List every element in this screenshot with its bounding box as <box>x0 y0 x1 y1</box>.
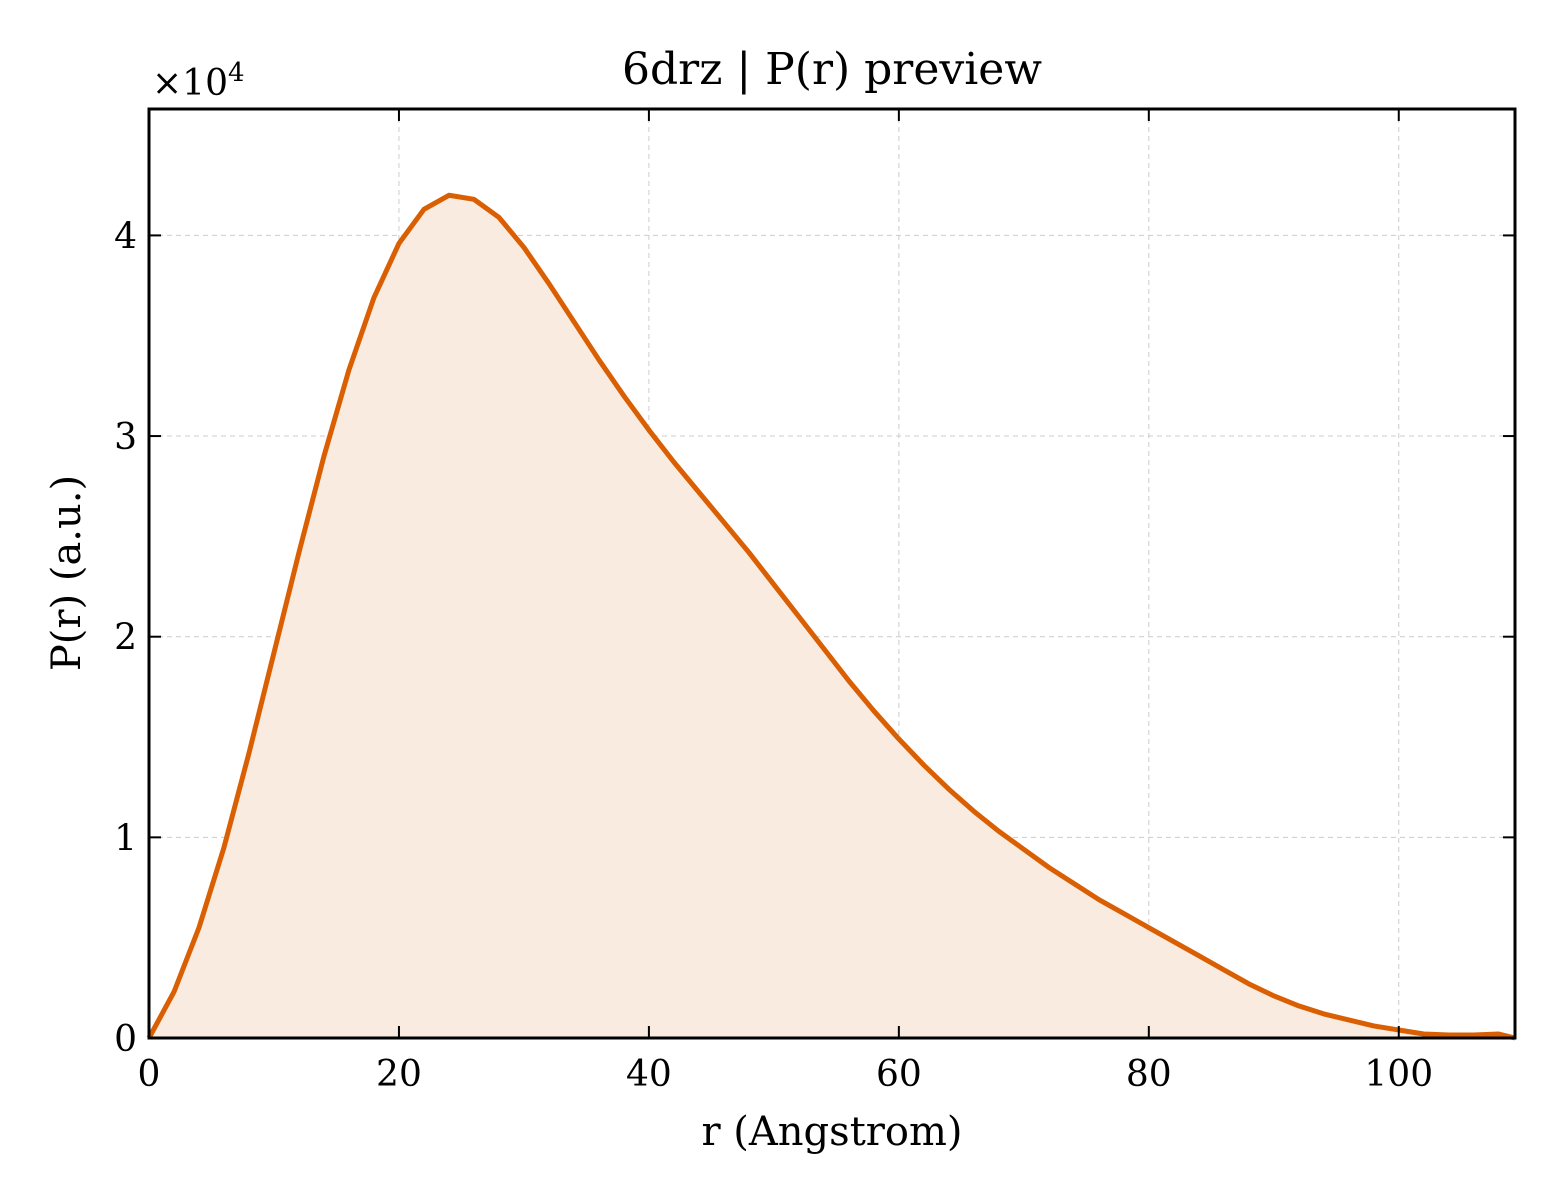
y-multiplier-base: ×10 <box>152 63 228 104</box>
y-tick-label: 1 <box>114 818 137 859</box>
y-tick-label: 0 <box>114 1019 137 1060</box>
x-tick-label: 60 <box>876 1054 922 1095</box>
x-tick-label: 80 <box>1126 1054 1172 1095</box>
y-multiplier-exponent: 4 <box>228 58 245 88</box>
x-tick-label: 40 <box>626 1054 672 1095</box>
y-multiplier: ×104 <box>152 58 245 104</box>
x-tick-label: 20 <box>376 1054 422 1095</box>
x-axis-label: r (Angstrom) <box>701 1109 962 1155</box>
pr-area-fill <box>149 195 1515 1038</box>
y-axis-label: P(r) (a.u.) <box>44 475 90 671</box>
chart-title: 6drz | P(r) preview <box>622 44 1042 95</box>
y-tick-label: 4 <box>114 216 137 257</box>
y-tick-label: 3 <box>114 417 137 458</box>
x-tick-label: 100 <box>1364 1054 1433 1095</box>
plot-frame <box>147 107 1517 1040</box>
x-tick-label: 0 <box>138 1054 161 1095</box>
pr-curve <box>146 192 1516 1041</box>
axis-ticks: 0 20 40 60 80 100 0 1 2 3 4 <box>114 109 1515 1095</box>
y-tick-label: 2 <box>114 618 137 659</box>
